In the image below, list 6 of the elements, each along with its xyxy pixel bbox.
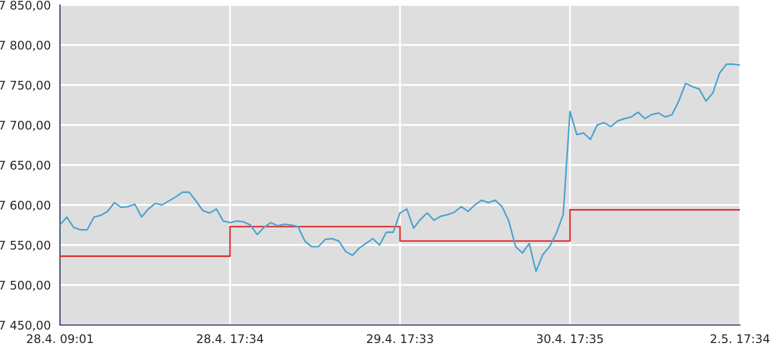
x-tick-label: 28.4. 17:34 bbox=[196, 334, 264, 344]
x-tick-label: 30.4. 17:35 bbox=[536, 334, 603, 344]
x-tick-label: 29.4. 17:33 bbox=[366, 334, 433, 344]
line-series bbox=[60, 63, 740, 272]
x-tick-label: 28.4. 09:01 bbox=[26, 334, 93, 344]
x-tick-label: 2.5. 17:34 bbox=[710, 334, 770, 344]
